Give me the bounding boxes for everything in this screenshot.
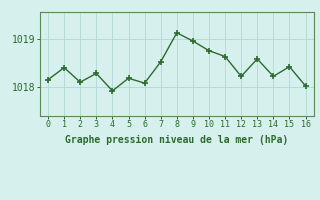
X-axis label: Graphe pression niveau de la mer (hPa): Graphe pression niveau de la mer (hPa) (65, 135, 288, 145)
